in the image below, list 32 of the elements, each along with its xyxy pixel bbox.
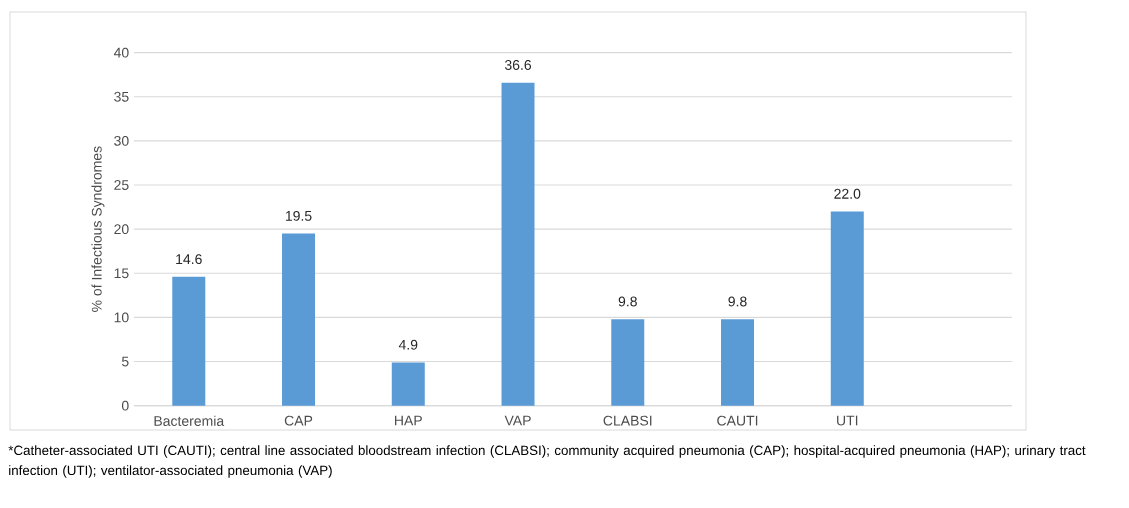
y-tick-label: 25 [114, 180, 129, 190]
y-tick-label: 5 [121, 356, 129, 367]
y-tick-label: 30 [114, 135, 129, 146]
y-axis-title: % of Infectious Syndromes [91, 146, 105, 312]
x-tick-label: UTI [837, 415, 858, 426]
x-tick-label: Bacteremia [154, 415, 225, 426]
x-tick-label: HAP [395, 415, 422, 426]
bar [830, 211, 864, 406]
y-tick-label: 15 [114, 268, 129, 279]
data-label: 9.8 [728, 296, 747, 307]
bar [391, 362, 425, 406]
x-tick-label: CAP [284, 415, 313, 426]
x-tick-label: VAP [504, 415, 531, 426]
text: *Catheter-associated UTI (CAUTI); central line associated bloodstream infection (CLABSI); community acquired pneumonia (CAP); hospital-acquired pneumonia (HAP); urinary tract infection (UTI); ventilator-associated pneumonia (VAP) [8, 445, 1086, 478]
bar [611, 319, 645, 406]
data-label: 14.6 [176, 254, 202, 265]
y-tick-label: 10 [114, 312, 129, 323]
bar [282, 233, 316, 406]
y-tick-label: 20 [114, 224, 129, 235]
x-tick-label: CAUTI [717, 415, 758, 426]
x-tick-label: CLABSI [603, 415, 652, 426]
bar [501, 82, 535, 406]
data-label: 36.6 [504, 60, 532, 70]
data-label: 22.0 [834, 188, 861, 199]
data-label: 4.9 [398, 339, 418, 350]
y-tick-label: 35 [114, 91, 129, 102]
bar [721, 319, 755, 406]
y-tick-label: 40 [113, 47, 129, 58]
data-label: 9.8 [618, 296, 637, 307]
y-tick-label: 0 [121, 400, 129, 411]
bar [172, 276, 206, 406]
data-label: 19.5 [285, 210, 312, 221]
